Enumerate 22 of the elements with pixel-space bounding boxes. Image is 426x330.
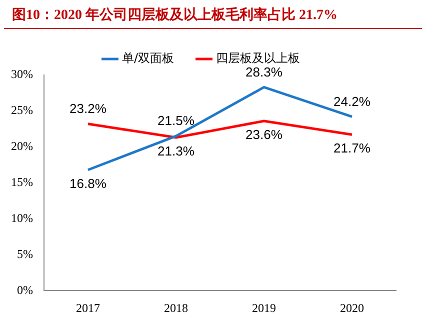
y-tick-label: 15% <box>10 174 33 189</box>
y-tick-label: 20% <box>10 139 33 154</box>
data-label: 28.3% <box>246 64 283 80</box>
x-tick-label: 2020 <box>340 300 364 315</box>
data-label: 23.6% <box>246 127 283 142</box>
data-label: 21.3% <box>158 144 195 159</box>
y-tick-label: 30% <box>10 67 33 82</box>
legend-label: 四层板及以上板 <box>216 51 300 66</box>
chart-title: 图10：2020 年公司四层板及以上板毛利率占比 21.7% <box>4 0 422 29</box>
y-tick-label: 0% <box>16 282 33 297</box>
x-tick-label: 2018 <box>164 300 188 315</box>
data-label: 23.2% <box>70 100 107 116</box>
y-tick-label: 10% <box>10 210 33 225</box>
data-label: 21.5% <box>158 113 195 128</box>
data-label: 21.7% <box>334 140 371 156</box>
y-tick-label: 25% <box>10 103 33 118</box>
legend-label: 单/双面板 <box>122 51 174 66</box>
x-tick-label: 2017 <box>76 300 100 315</box>
y-tick-label: 5% <box>16 246 33 261</box>
data-label: 16.8% <box>70 176 107 191</box>
data-label: 24.2% <box>334 94 371 109</box>
x-tick-label: 2019 <box>252 300 276 315</box>
